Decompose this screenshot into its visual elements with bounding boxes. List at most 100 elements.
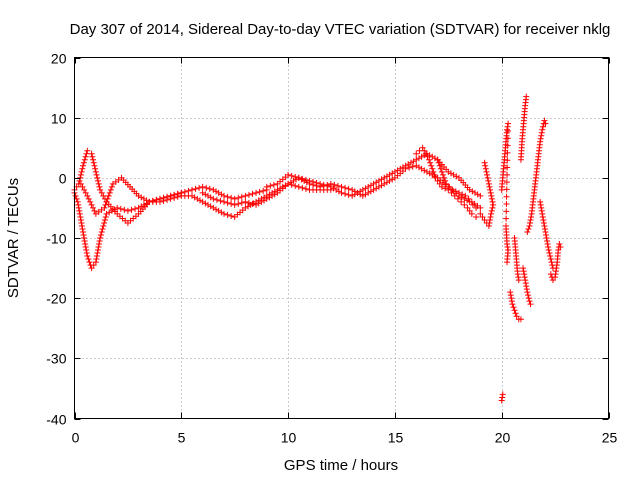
- data-point-interp: [485, 180, 492, 187]
- data-point: [443, 180, 450, 187]
- data-point-interp: [540, 216, 547, 223]
- data-point-interp: [469, 188, 476, 195]
- data-point-interp: [437, 165, 444, 172]
- data-point: [520, 265, 527, 272]
- data-point: [349, 186, 356, 193]
- data-point: [419, 144, 426, 151]
- data-point-interp: [96, 183, 103, 190]
- data-point-interp: [128, 206, 135, 213]
- series-satellite-track-P: [537, 198, 556, 272]
- data-point-interp: [140, 195, 147, 202]
- data-point-interp: [80, 228, 87, 235]
- data-point: [413, 156, 420, 163]
- data-point-interp: [521, 274, 528, 281]
- data-point-interp: [426, 170, 433, 177]
- data-point-interp: [224, 193, 231, 200]
- data-point: [77, 216, 84, 223]
- data-point: [391, 168, 398, 175]
- data-point-interp: [466, 207, 473, 214]
- data-point-interp: [378, 176, 385, 183]
- data-point-interp: [78, 168, 85, 175]
- data-point-interp: [421, 167, 428, 174]
- data-point: [524, 289, 531, 296]
- data-point-interp: [512, 310, 519, 317]
- data-point-interp: [429, 165, 436, 172]
- data-point: [381, 180, 388, 187]
- data-point-interp: [90, 159, 97, 166]
- x-tick-label: 0: [72, 430, 80, 446]
- data-point-interp: [545, 244, 552, 251]
- data-point-interp: [205, 201, 211, 208]
- grid-lines: [74, 57, 609, 419]
- data-point-interp: [503, 179, 510, 186]
- data-point: [167, 195, 174, 202]
- data-point-interp: [238, 193, 245, 200]
- data-point-interp: [205, 192, 211, 199]
- data-point-interp: [313, 182, 320, 189]
- data-point: [156, 198, 163, 205]
- data-point-interp: [431, 155, 438, 162]
- data-point: [507, 289, 514, 296]
- data-point-interp: [542, 228, 549, 235]
- data-point-interp: [504, 142, 511, 149]
- data-point-interp: [354, 189, 361, 196]
- data-point-interp: [345, 191, 352, 198]
- data-point-interp: [365, 189, 372, 196]
- data-point-interp: [91, 162, 98, 169]
- data-point-interp: [269, 192, 276, 199]
- data-point-interp: [255, 200, 262, 207]
- data-point: [413, 162, 420, 169]
- data-point-interp: [250, 200, 257, 207]
- data-point: [84, 253, 91, 260]
- data-point: [522, 277, 529, 284]
- data-point-interp: [484, 174, 491, 181]
- data-point-interp: [98, 228, 105, 235]
- data-point-interp: [410, 158, 417, 165]
- data-point: [541, 117, 548, 124]
- data-point: [547, 256, 554, 263]
- data-point-interp: [503, 208, 510, 215]
- data-point-interp: [83, 150, 90, 157]
- data-point: [477, 210, 484, 217]
- data-point-interp: [76, 210, 83, 217]
- data-point: [524, 228, 531, 235]
- data-point-interp: [92, 165, 99, 172]
- data-point-interp: [436, 180, 443, 187]
- data-point-interp: [503, 193, 510, 200]
- data-point-interp: [383, 179, 390, 186]
- data-point: [285, 171, 292, 178]
- data-point-interp: [174, 193, 181, 200]
- data-point-interp: [458, 194, 465, 201]
- data-point-interp: [106, 209, 113, 216]
- data-point-interp: [450, 171, 457, 178]
- data-point-interp: [82, 244, 89, 251]
- data-point-interp: [271, 191, 278, 198]
- data-point-interp: [196, 184, 203, 191]
- data-point-interp: [298, 176, 305, 183]
- data-point: [199, 183, 206, 190]
- data-point: [221, 198, 228, 205]
- data-point: [515, 277, 522, 284]
- data-point-interp: [80, 231, 87, 238]
- data-point-interp: [472, 189, 478, 196]
- data-point-interp: [249, 190, 256, 197]
- data-point-interp: [310, 181, 317, 188]
- data-point: [210, 195, 217, 202]
- axis-ticks: 0 5 10 15 20 25 -40 -30 -20 -10 0 10 20: [46, 51, 617, 446]
- data-point-interp: [334, 182, 341, 189]
- data-point-interp: [77, 171, 84, 178]
- data-point-interp: [510, 304, 517, 311]
- data-point: [477, 204, 484, 211]
- series-satellite-track-G: [434, 156, 484, 211]
- data-point-interp: [486, 219, 493, 226]
- data-point-interp: [538, 207, 545, 214]
- data-point-interp: [228, 200, 235, 207]
- data-point-interp: [132, 205, 139, 212]
- data-point-interp: [488, 195, 495, 202]
- data-point-interp: [489, 198, 496, 205]
- data-point-interp: [206, 185, 213, 192]
- data-point: [402, 165, 409, 172]
- data-point-interp: [249, 200, 256, 207]
- data-point-interp: [389, 176, 396, 183]
- data-point-interp: [324, 181, 331, 188]
